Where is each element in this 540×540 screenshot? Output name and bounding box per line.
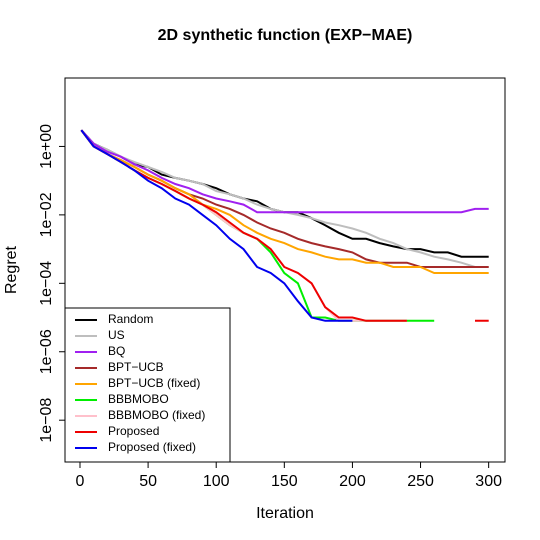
legend-label: Random: [108, 312, 153, 326]
x-tick-label: 250: [407, 473, 434, 490]
legend-label: Proposed: [108, 424, 159, 438]
x-tick-label: 150: [271, 473, 298, 490]
plot-frame: [64, 77, 506, 463]
x-tick-label: 50: [139, 473, 157, 490]
series-line: [80, 129, 489, 274]
y-tick-label: 1e−04: [38, 261, 55, 306]
y-tick-label: 1e−02: [38, 192, 55, 237]
x-tick-label: 100: [203, 473, 230, 490]
plot-lines: [80, 129, 489, 322]
x-axis-label: Iteration: [256, 505, 314, 522]
series-line: [80, 129, 489, 268]
y-axis-label: Regret: [3, 245, 20, 294]
legend-label: US: [108, 328, 125, 342]
x-tick-label: 0: [76, 473, 85, 490]
series-line: [80, 129, 435, 322]
legend-label: Proposed (fixed): [108, 440, 196, 454]
series-line: [80, 129, 489, 214]
series-line: [80, 129, 489, 322]
x-tick-label: 200: [339, 473, 366, 490]
chart-title: 2D synthetic function (EXP−MAE): [158, 27, 413, 44]
legend-label: BPT−UCB: [108, 360, 164, 374]
series-line: [80, 129, 353, 322]
y-tick-label: 1e−08: [38, 398, 55, 443]
series-line: [80, 129, 489, 268]
series-line: [80, 129, 489, 258]
y-tick-label: 1e+00: [38, 124, 55, 169]
legend-label: BPT−UCB (fixed): [108, 376, 200, 390]
legend-label: BQ: [108, 344, 125, 358]
x-tick-label: 300: [475, 473, 502, 490]
legend-label: BBBMOBO (fixed): [108, 408, 205, 422]
legend-label: BBBMOBO: [108, 392, 169, 406]
y-tick-label: 1e−06: [38, 329, 55, 374]
